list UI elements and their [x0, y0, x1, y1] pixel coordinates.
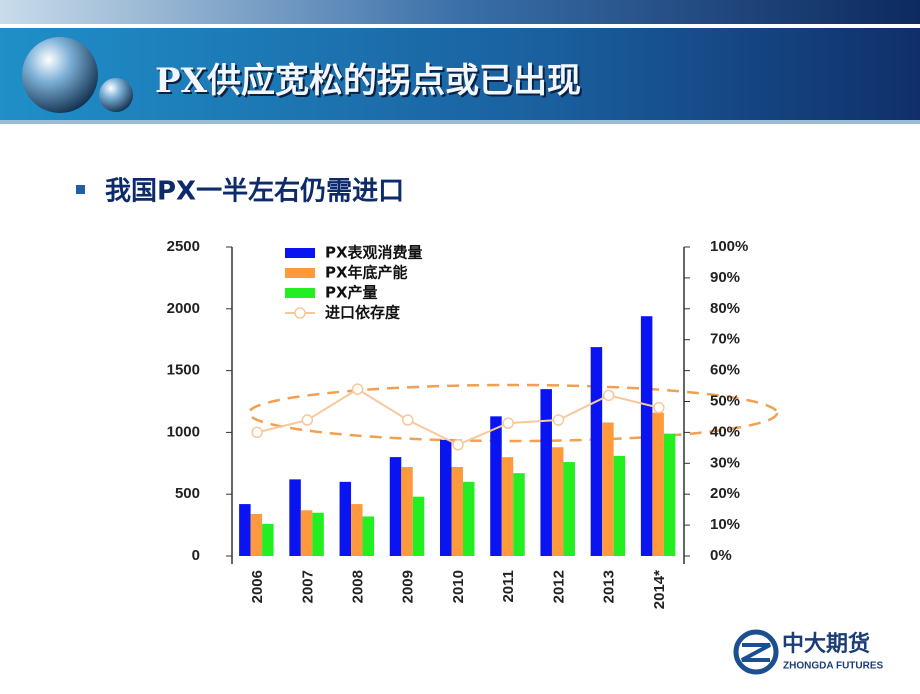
- bar: [239, 504, 251, 556]
- y2-tick-label: 100%: [710, 238, 748, 255]
- line-marker: [351, 383, 364, 395]
- y2-tick-label: 20%: [710, 485, 740, 502]
- line-marker: [552, 414, 565, 426]
- y2-tick-label: 30%: [710, 454, 740, 471]
- bar: [351, 504, 363, 556]
- bar: [401, 467, 413, 556]
- y2-tick-label: 10%: [710, 516, 740, 533]
- bullet-mark: [76, 185, 85, 194]
- y-tick-label: 0: [192, 547, 200, 564]
- line-marker: [251, 426, 263, 439]
- legend-swatch: [294, 307, 306, 319]
- y-tick-label: 2000: [167, 300, 200, 317]
- logo-name: 中大期货: [782, 631, 870, 657]
- sphere: [99, 78, 133, 112]
- x-tick-label: 2014*: [651, 570, 668, 609]
- legend-label: PX表观消费量: [325, 244, 423, 262]
- bar: [640, 316, 653, 556]
- y2-tick-label: 40%: [710, 423, 740, 440]
- logo-icon: [733, 629, 779, 675]
- bar: [451, 467, 463, 556]
- bar: [602, 422, 614, 556]
- bar: [463, 481, 475, 556]
- y2-tick-label: 90%: [710, 269, 740, 286]
- bar: [540, 389, 552, 556]
- x-tick-label: 2006: [249, 570, 266, 603]
- x-tick-label: 2007: [299, 570, 316, 603]
- bar: [440, 439, 452, 556]
- y2-tick-label: 70%: [710, 331, 740, 348]
- y-tick-label: 500: [175, 485, 200, 502]
- bar: [289, 479, 301, 556]
- logo: 中大期货 ZHONGDA FUTURES: [733, 629, 884, 675]
- x-tick-label: 2011: [500, 570, 517, 603]
- title: PX供应宽松的拐点或已出现: [155, 61, 581, 101]
- line-marker: [402, 414, 414, 426]
- header-rule: [0, 120, 920, 124]
- legend-swatch: [285, 268, 315, 278]
- logo-icon: [741, 643, 771, 662]
- bullet-text: 我国PX一半左右仍需进口: [105, 177, 404, 207]
- title-shadow: PX供应宽松的拐点或已出现: [157, 63, 583, 103]
- y2-tick-label: 0%: [710, 547, 732, 564]
- logo-subtitle: ZHONGDA FUTURES: [783, 661, 884, 672]
- bar: [590, 347, 603, 556]
- top-band: [0, 0, 920, 24]
- x-tick-label: 2008: [350, 570, 367, 603]
- bar: [490, 416, 502, 556]
- y2-tick-label: 50%: [710, 392, 740, 409]
- bar: [412, 496, 425, 556]
- y-tick-label: 1000: [167, 423, 200, 440]
- y2-tick-label: 60%: [710, 362, 740, 379]
- bar: [563, 462, 575, 556]
- y2-tick-label: 80%: [710, 300, 740, 317]
- line-marker: [602, 389, 615, 402]
- line-marker: [452, 439, 464, 451]
- legend-swatch: [285, 248, 315, 258]
- bar: [663, 433, 676, 556]
- bar: [339, 481, 352, 556]
- y-tick-label: 2500: [167, 238, 200, 255]
- x-tick-label: 2012: [550, 570, 567, 603]
- legend-label: PX年底产能: [325, 264, 408, 282]
- bar: [513, 473, 525, 556]
- x-tick-label: 2010: [450, 570, 467, 603]
- bar: [613, 455, 626, 556]
- legend-label: 进口依存度: [325, 304, 401, 322]
- line-marker: [502, 417, 514, 429]
- bar: [262, 523, 274, 556]
- x-tick-label: 2013: [601, 570, 618, 603]
- header-band: [0, 28, 920, 120]
- bar: [551, 447, 564, 556]
- bar: [389, 457, 402, 556]
- bar: [312, 512, 324, 556]
- legend-label: PX产量: [325, 284, 378, 302]
- legend-swatch: [285, 288, 315, 298]
- line-marker: [301, 414, 314, 426]
- sphere: [22, 37, 98, 113]
- line-marker: [653, 401, 665, 414]
- bar: [362, 516, 375, 556]
- bar: [250, 513, 263, 556]
- bar: [501, 457, 514, 556]
- y-tick-label: 1500: [167, 362, 200, 379]
- x-tick-label: 2009: [400, 570, 417, 603]
- bar: [300, 510, 313, 556]
- bar: [652, 412, 664, 556]
- highlight-ellipse: [247, 383, 779, 443]
